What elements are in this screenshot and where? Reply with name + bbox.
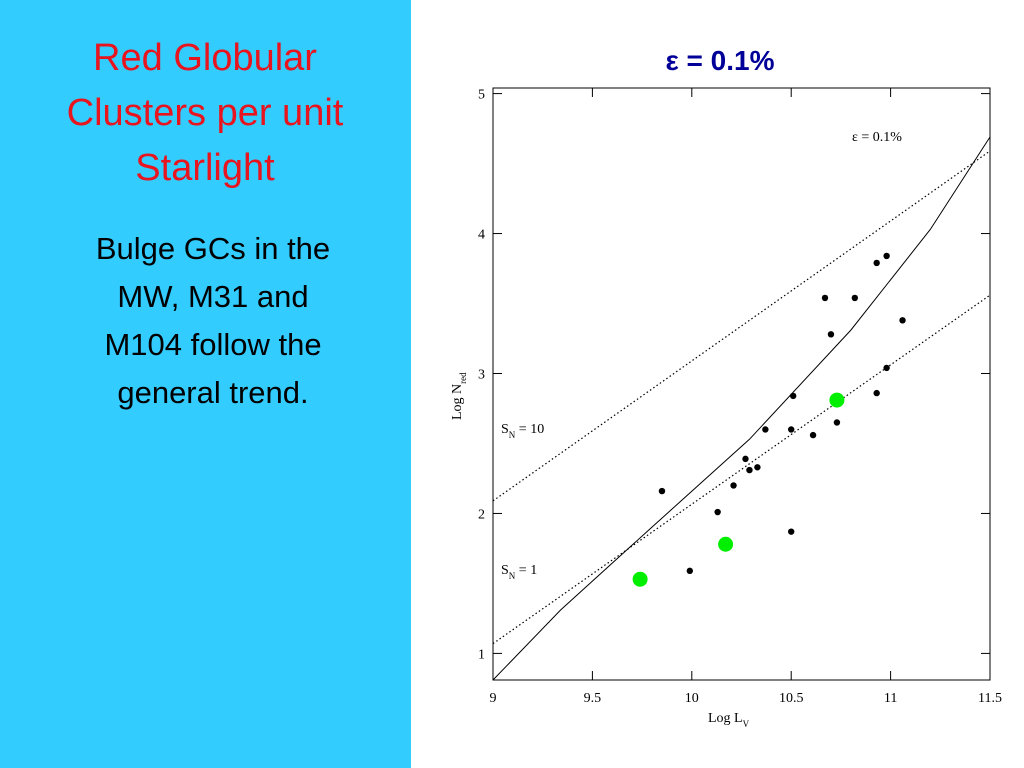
slide-body: M104 follow the xyxy=(104,327,321,362)
y-tick-label: 1 xyxy=(478,647,485,662)
line-label-part: S xyxy=(501,563,509,578)
model-curve xyxy=(493,136,990,680)
chart-title: ε = 0.1% xyxy=(665,45,774,76)
x-tick-label: 11 xyxy=(884,691,897,706)
data-point xyxy=(821,294,829,302)
data-point xyxy=(883,252,890,260)
y-axis-label-part: Log N xyxy=(450,384,465,420)
slide-title: Red Globular xyxy=(93,37,317,79)
line-label-part: = 1 xyxy=(515,563,537,578)
data-point xyxy=(833,419,841,426)
data-point xyxy=(788,426,795,433)
data-point xyxy=(873,389,880,397)
highlight-point xyxy=(632,571,648,587)
x-tick-label: 9 xyxy=(490,691,497,706)
y-tick-label: 3 xyxy=(478,368,485,383)
data-point xyxy=(730,482,737,489)
x-tick-label: 11.5 xyxy=(978,691,1002,706)
data-point xyxy=(714,508,721,516)
x-tick-label: 9.5 xyxy=(584,691,602,706)
data-point xyxy=(789,392,797,400)
line-label: SN = 10 xyxy=(501,422,544,440)
data-point xyxy=(883,364,890,372)
data-point xyxy=(851,294,859,302)
side-panel xyxy=(0,0,411,768)
data-point xyxy=(809,431,817,439)
plot-frame xyxy=(492,87,991,681)
data-point xyxy=(788,528,795,535)
line-label-part: N xyxy=(509,430,516,440)
slide-title: Clusters per unit xyxy=(67,92,344,134)
slide-body: general trend. xyxy=(117,375,308,410)
data-point xyxy=(827,331,835,338)
y-axis-label: Log Nred xyxy=(450,372,468,420)
slide-title: Starlight xyxy=(135,147,275,189)
line-label-part: = 10 xyxy=(515,422,544,437)
plot-area xyxy=(493,136,990,680)
slide-body: MW, M31 and xyxy=(117,279,308,314)
line-label-part: N xyxy=(509,571,516,581)
y-tick-label: 4 xyxy=(478,228,485,243)
data-point xyxy=(899,317,906,324)
data-point xyxy=(742,455,749,463)
line-label-part: S xyxy=(501,422,509,437)
data-point xyxy=(873,259,880,267)
x-axis-label-part: V xyxy=(743,719,750,729)
data-point xyxy=(754,464,761,471)
x-axis-label: Log LV xyxy=(708,711,750,729)
y-tick-label: 5 xyxy=(478,88,485,103)
line-label: SN = 1 xyxy=(501,563,537,581)
data-point xyxy=(746,466,753,474)
y-tick-label: 2 xyxy=(478,507,485,522)
y-axis-label-part: red xyxy=(458,372,468,384)
data-point xyxy=(686,567,694,575)
annotation: ε = 0.1% xyxy=(852,130,902,145)
highlight-point xyxy=(718,536,734,552)
data-point xyxy=(658,487,666,495)
x-tick-label: 10 xyxy=(685,691,699,706)
data-point xyxy=(762,426,769,433)
highlight-point xyxy=(829,392,845,408)
x-tick-label: 10.5 xyxy=(779,691,804,706)
slide-body: Bulge GCs in the xyxy=(96,231,330,266)
x-axis-label-part: Log L xyxy=(708,711,743,726)
reference-line xyxy=(493,150,990,502)
reference-line xyxy=(493,294,990,645)
